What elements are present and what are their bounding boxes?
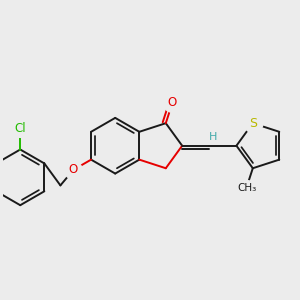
Text: O: O bbox=[168, 96, 177, 109]
Text: S: S bbox=[249, 117, 257, 130]
Text: Cl: Cl bbox=[14, 122, 26, 135]
Text: O: O bbox=[69, 163, 78, 176]
Text: CH₃: CH₃ bbox=[237, 183, 256, 193]
Text: H: H bbox=[209, 132, 217, 142]
